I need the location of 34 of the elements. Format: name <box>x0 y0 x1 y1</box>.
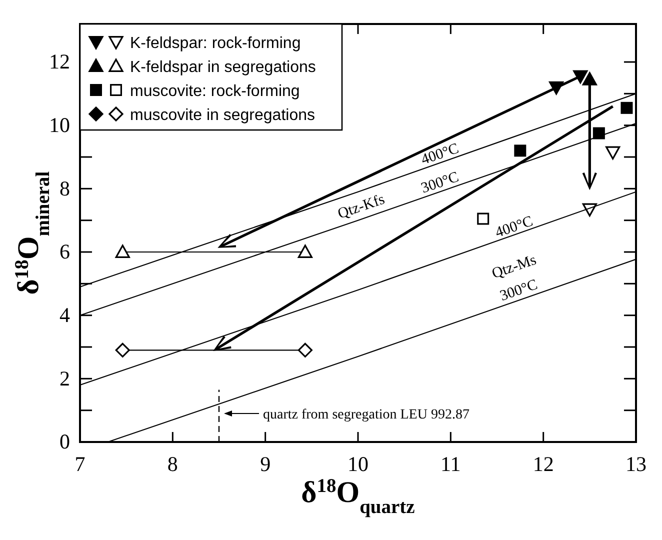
ref-line-label: quartz from segregation LEU 992.87 <box>263 408 470 422</box>
x-tick-label: 13 <box>626 452 646 476</box>
legend-label: muscovite in segregations <box>130 107 315 124</box>
x-tick-label: 8 <box>167 452 178 476</box>
point <box>514 144 526 157</box>
annotation: 400°C <box>493 214 536 242</box>
annotation: 400°C <box>419 140 461 168</box>
point <box>620 102 633 114</box>
legend-label: K-feldspar in segregations <box>130 59 316 76</box>
x-tick-label: 9 <box>260 452 271 476</box>
y-tick-label: 10 <box>49 113 70 138</box>
annotation: Qtz-Kfs <box>336 192 387 222</box>
x-tick-label: 12 <box>532 452 554 476</box>
point <box>573 70 588 84</box>
y-tick-label: 0 <box>60 430 70 454</box>
x-tick-label: 11 <box>440 452 461 476</box>
y-tick-label: 12 <box>49 50 70 74</box>
annotation: 300°C <box>498 276 540 305</box>
point <box>606 146 620 160</box>
x-tick-label: 10 <box>348 452 368 476</box>
annotation: 300°C <box>419 169 461 197</box>
x-axis-title: δ$^{18}$O$_{quartz}$ <box>301 476 416 518</box>
point <box>298 342 312 358</box>
x-tick-label: 7 <box>74 452 86 476</box>
point <box>582 72 597 86</box>
y-tick-label: 4 <box>60 303 70 328</box>
point <box>115 342 130 358</box>
point <box>477 212 490 225</box>
y-tick-label: 8 <box>60 176 70 200</box>
legend-label: K-feldspar: rock-forming <box>130 35 301 52</box>
legend-label: muscovite: rock-forming <box>130 83 300 100</box>
y-tick-label: 6 <box>60 240 70 264</box>
point <box>549 81 564 95</box>
y-tick-label: 2 <box>60 366 70 390</box>
